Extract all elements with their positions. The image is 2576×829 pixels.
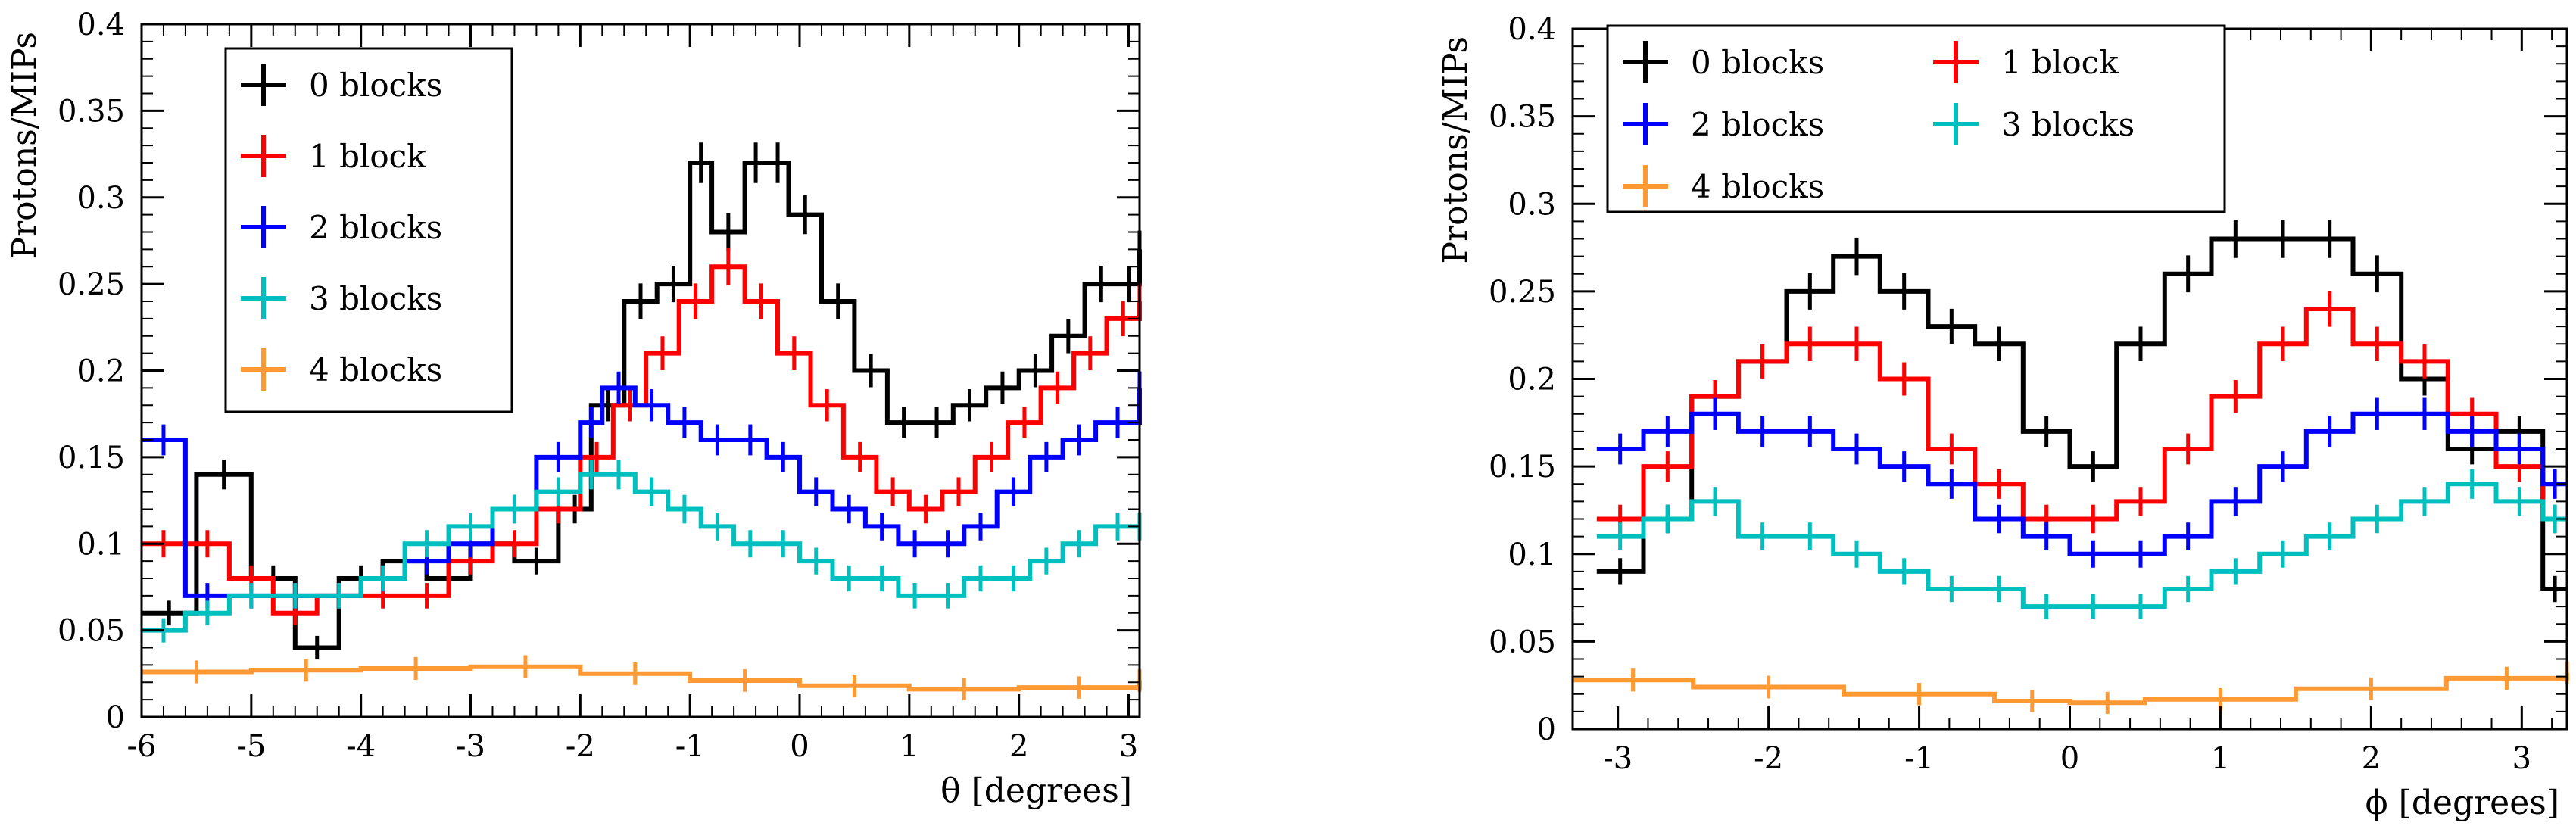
series-line (142, 664, 1142, 692)
legend-item: 4 blocks (241, 348, 442, 391)
y-tick-label: 0.4 (76, 8, 125, 42)
x-tick-label: 2 (2362, 741, 2381, 776)
legend: 0 blocks 1 block 2 blocks 3 blocks 4 blocks (224, 47, 513, 413)
series-3-blocks (142, 460, 1142, 643)
series-line (142, 472, 1140, 633)
series-3-blocks (1596, 469, 2567, 619)
y-tick-label: 0.4 (1508, 12, 1556, 47)
legend-label: 1 block (2001, 44, 2119, 81)
x-tick-label: -6 (127, 729, 157, 764)
x-tick-label: 2 (1009, 729, 1028, 764)
legend: 0 blocks 1 block 2 blocks 3 blocks 4 blocks (1606, 24, 2226, 213)
legend-item: 1 block (1933, 41, 2119, 83)
legend-label: 4 blocks (1691, 168, 1824, 205)
legend-label: 3 blocks (309, 280, 442, 317)
y-tick-label: 0.35 (1489, 100, 1556, 135)
series-line (1573, 673, 2569, 706)
y-axis: 0 0.05 0.1 0.15 0.2 0.25 0.3 0.35 0.4 (58, 8, 1140, 735)
legend-box (1606, 24, 2226, 213)
series-2-blocks (1596, 397, 2567, 568)
y-axis: 0 0.05 0.1 0.15 0.2 0.25 0.3 0.35 0.4 (1489, 12, 2567, 747)
legend-label: 0 blocks (309, 67, 442, 104)
y-tick-label: 0.2 (76, 354, 125, 389)
legend-item: 0 blocks (241, 64, 442, 106)
legend-item: 2 blocks (1623, 103, 1824, 145)
y-tick-label: 0.05 (1489, 625, 1556, 659)
x-tick-label: 0 (2060, 741, 2079, 776)
y-tick-label: 0.1 (1508, 538, 1556, 572)
x-tick-label: 0 (790, 729, 809, 764)
legend-label: 3 blocks (2001, 106, 2135, 143)
legend-item: 3 blocks (1933, 103, 2135, 145)
legend-item: 2 blocks (241, 206, 442, 248)
legend-item: 1 block (241, 135, 426, 177)
chart-2: -3 -2 -1 0 1 2 3 0 0.05 0.1 0.15 0.2 0.25 0.3 0.35 0.4 ϕ… (1436, 12, 2569, 822)
x-axis: -6 -5 -4 -3 -2 -1 0 1 2 3 (127, 24, 1138, 764)
legend-label: 0 blocks (1691, 44, 1824, 81)
legend-label: 1 block (309, 138, 426, 175)
x-tick-label: 1 (2211, 741, 2230, 776)
y-tick-label: 0.15 (58, 441, 125, 475)
x-tick-label: -1 (1904, 741, 1934, 776)
x-tick-label: -3 (1603, 741, 1633, 776)
series-1-block (142, 248, 1142, 626)
legend-label: 4 blocks (309, 351, 442, 388)
series-0-blocks (1596, 220, 2567, 603)
legend-box (224, 47, 513, 413)
x-tick-label: 1 (900, 729, 918, 764)
x-tick-label: -3 (456, 729, 485, 764)
x-tick-label: -2 (566, 729, 595, 764)
legend-item: 0 blocks (1623, 41, 1824, 83)
x-tick-label: -5 (236, 729, 266, 764)
legend-item: 3 blocks (241, 277, 442, 319)
x-axis-title: θ [degrees] (940, 771, 1132, 810)
series-4-blocks (1573, 661, 2569, 714)
x-tick-label: 3 (1119, 729, 1138, 764)
series-4-blocks (142, 655, 1142, 701)
series-line (1596, 411, 2567, 556)
y-tick-label: 0.05 (58, 614, 125, 649)
x-tick-label: -1 (675, 729, 705, 764)
y-tick-label: 0 (1537, 712, 1556, 747)
y-axis-title: Protons/MIPs (1436, 36, 1475, 263)
x-tick-label: -2 (1754, 741, 1783, 776)
y-tick-label: 0.15 (1489, 450, 1556, 485)
x-tick-label: -4 (346, 729, 376, 764)
legend-label: 2 blocks (1691, 106, 1824, 143)
x-axis: -3 -2 -1 0 1 2 3 (1603, 29, 2553, 776)
y-tick-label: 0.25 (58, 267, 125, 302)
chart-1: -6 -5 -4 -3 -2 -1 0 1 2 3 0 0.05 0.1 0.15 0.2 0.25 0.3 0.… (5, 8, 1142, 810)
series-line (1596, 482, 2567, 609)
y-tick-label: 0.2 (1508, 363, 1556, 397)
x-axis-title: ϕ [degrees] (2365, 784, 2559, 822)
y-tick-label: 0.25 (1489, 275, 1556, 310)
legend-label: 2 blocks (309, 209, 442, 246)
y-tick-label: 0 (106, 700, 125, 735)
y-axis-title: Protons/MIPs (5, 32, 44, 259)
y-tick-label: 0.3 (76, 181, 125, 216)
y-tick-label: 0.3 (1508, 187, 1556, 222)
y-tick-label: 0.35 (58, 94, 125, 129)
x-tick-label: 3 (2512, 741, 2531, 776)
legend-item: 4 blocks (1623, 165, 1824, 207)
y-tick-label: 0.1 (76, 527, 125, 562)
